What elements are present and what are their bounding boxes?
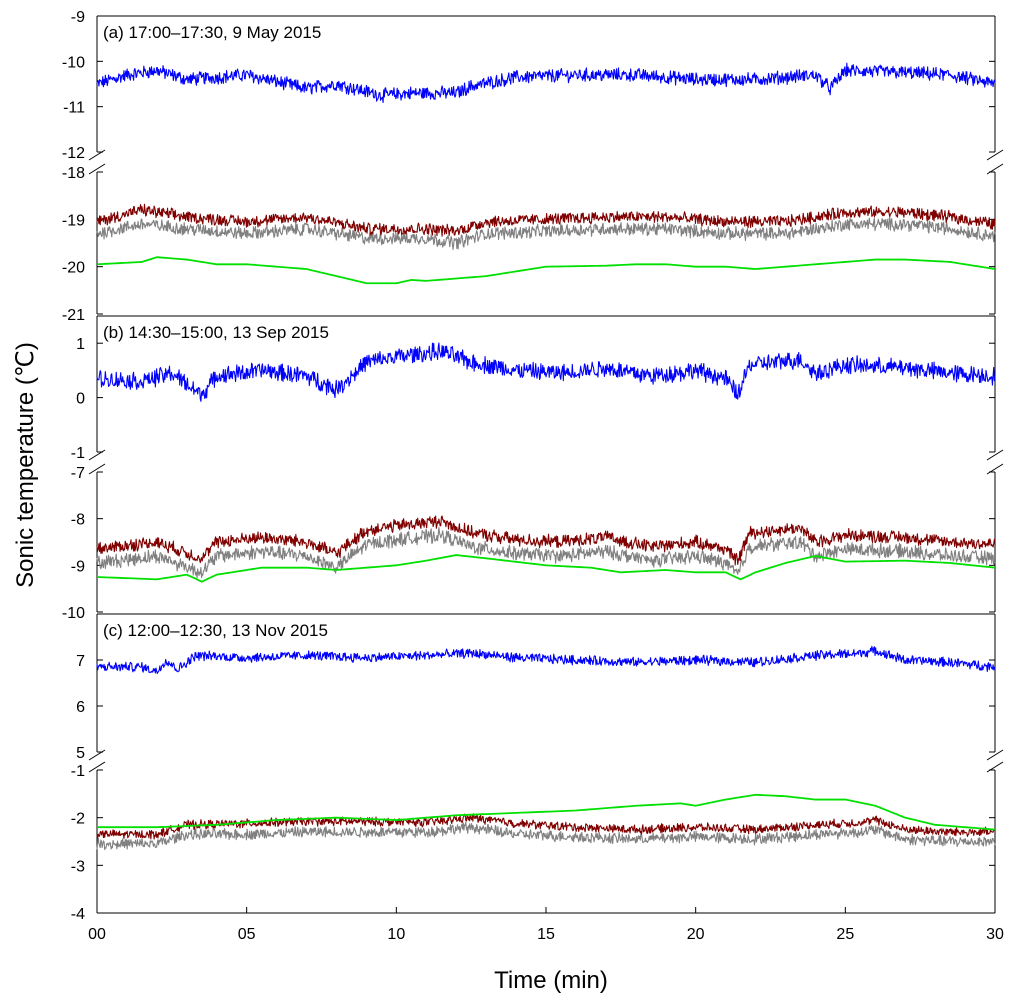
plot-layer: -12-11-10-9-21-20-19-18(a) 17:00–17:30, … (62, 9, 1004, 943)
series-line-darkred (96, 515, 996, 566)
y-tick-label: -9 (71, 9, 85, 26)
x-tick-label: 25 (836, 926, 854, 943)
x-axis-title: Time (min) (494, 967, 608, 994)
y-tick-label: 0 (76, 391, 85, 408)
series-line-gray (96, 527, 996, 579)
series-line-blue (96, 342, 996, 402)
x-tick-label: 00 (88, 926, 106, 943)
series-line-green (96, 256, 996, 285)
y-tick-label: -10 (62, 605, 85, 622)
series-line-gray (96, 821, 996, 851)
y-tick-label: -3 (71, 858, 85, 875)
axis-break-mark (88, 463, 106, 475)
series-line-blue (96, 62, 996, 104)
y-tick-label: -10 (62, 54, 85, 71)
series-line-darkred (96, 203, 996, 237)
y-tick-label: -18 (62, 165, 85, 182)
y-tick-label: -4 (71, 906, 85, 923)
axis-break-mark (88, 761, 106, 773)
series-line-green (96, 554, 996, 583)
series-line-blue (96, 645, 996, 674)
panel-label: (b) 14:30–15:00, 13 Sep 2015 (103, 323, 329, 342)
y-tick-label: 7 (76, 653, 85, 670)
y-axis-title: Sonic temperature (℃) (12, 342, 39, 588)
axis-break-mark (986, 149, 1004, 161)
series-line-green (97, 793, 996, 831)
y-tick-label: -8 (71, 512, 85, 529)
y-tick-label: -12 (62, 145, 85, 162)
y-tick-label: -19 (62, 212, 85, 229)
axis-break-mark (986, 449, 1004, 461)
y-tick-label: -20 (62, 260, 85, 277)
y-tick-label: -11 (63, 100, 85, 117)
x-tick-label: 10 (387, 926, 405, 943)
x-tick-label: 15 (537, 926, 555, 943)
y-tick-label: -1 (71, 763, 85, 780)
panel-label: (a) 17:00–17:30, 9 May 2015 (103, 23, 321, 42)
y-tick-label: -1 (71, 445, 85, 462)
y-tick-label: -2 (71, 811, 85, 828)
y-tick-label: -9 (71, 558, 85, 575)
y-tick-label: 5 (76, 745, 85, 762)
panel-label: (c) 12:00–12:30, 13 Nov 2015 (103, 621, 328, 640)
y-tick-label: -21 (62, 307, 85, 324)
y-tick-label: 1 (76, 336, 85, 353)
axis-break-mark (88, 163, 106, 175)
x-tick-label: 20 (687, 926, 705, 943)
y-tick-label: -7 (71, 465, 85, 482)
y-tick-label: 6 (76, 699, 85, 716)
x-tick-label: 05 (238, 926, 256, 943)
series-line-gray (96, 217, 996, 250)
x-tick-label: 30 (986, 926, 1004, 943)
axis-break-mark (986, 749, 1004, 761)
